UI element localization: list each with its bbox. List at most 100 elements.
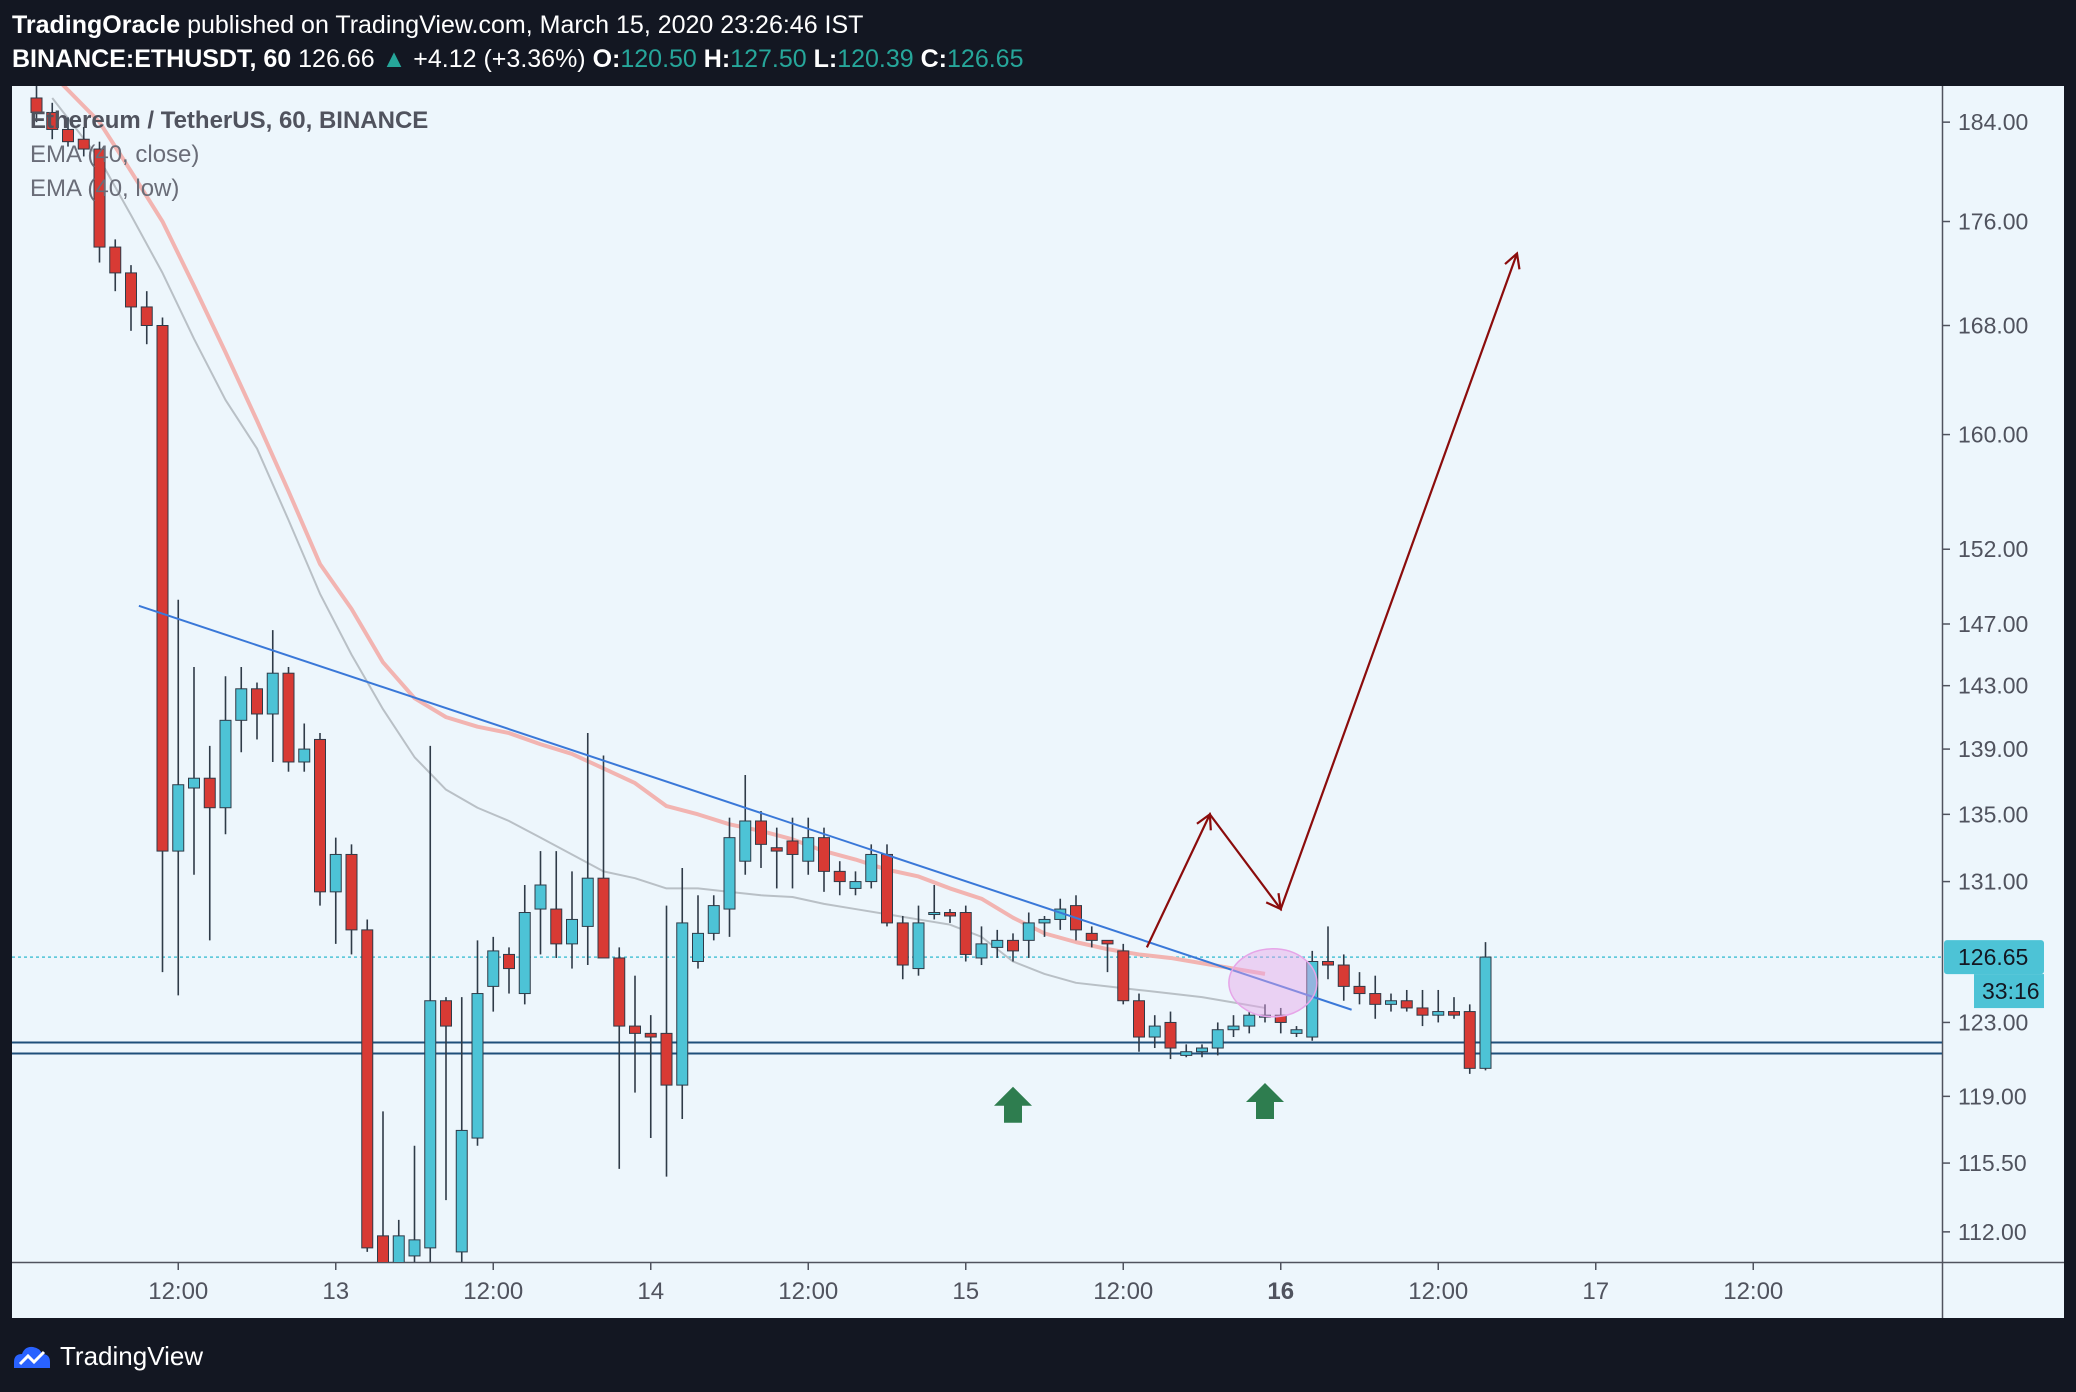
candle[interactable] bbox=[896, 915, 909, 980]
candle[interactable] bbox=[1085, 926, 1098, 948]
candle[interactable] bbox=[629, 975, 641, 1093]
author-name[interactable]: TradingOracle bbox=[12, 11, 181, 39]
candle[interactable] bbox=[581, 733, 594, 966]
ema-close-line[interactable] bbox=[52, 86, 1266, 976]
candle[interactable] bbox=[392, 1219, 405, 1318]
candle[interactable] bbox=[282, 666, 295, 772]
candle[interactable] bbox=[188, 666, 200, 875]
candle[interactable] bbox=[739, 774, 752, 875]
candle[interactable] bbox=[1290, 1026, 1303, 1038]
candle[interactable] bbox=[1243, 1011, 1256, 1034]
symbol-label[interactable]: BINANCE:ETHUSDT, 60 bbox=[12, 45, 292, 73]
candle[interactable] bbox=[566, 871, 578, 969]
price-axis[interactable]: 112.00 115.50 119.00 123.00 131.00 135.00 139.… bbox=[1942, 109, 2044, 1245]
candle[interactable] bbox=[802, 817, 815, 875]
candle[interactable] bbox=[455, 997, 468, 1276]
candle[interactable] bbox=[1448, 997, 1460, 1019]
chart-container[interactable]: 112.00 115.50 119.00 123.00 131.00 135.00 139.… bbox=[12, 86, 2064, 1318]
candle[interactable] bbox=[471, 940, 484, 1146]
buy-signal-up-arrow-icon[interactable] bbox=[1246, 1082, 1284, 1119]
candle[interactable] bbox=[93, 141, 106, 263]
candle[interactable] bbox=[1385, 993, 1397, 1012]
candle[interactable] bbox=[424, 745, 437, 1264]
candle[interactable] bbox=[109, 239, 122, 292]
candle[interactable] bbox=[172, 599, 185, 996]
candle[interactable] bbox=[1369, 975, 1382, 1019]
candle[interactable] bbox=[912, 905, 925, 976]
candle[interactable] bbox=[408, 1145, 421, 1301]
candle[interactable] bbox=[62, 117, 74, 147]
candle[interactable] bbox=[1196, 1044, 1208, 1058]
candle[interactable] bbox=[676, 867, 689, 1119]
candle[interactable] bbox=[125, 265, 137, 331]
candle[interactable] bbox=[1164, 1011, 1177, 1060]
candle[interactable] bbox=[944, 909, 956, 923]
candle[interactable] bbox=[1133, 993, 1145, 1052]
candle[interactable] bbox=[1479, 942, 1492, 1071]
candle[interactable] bbox=[219, 676, 232, 835]
buy-signal-up-arrow-icon[interactable] bbox=[994, 1086, 1032, 1123]
candle[interactable] bbox=[1101, 939, 1114, 973]
candle[interactable] bbox=[534, 851, 547, 955]
candle[interactable] bbox=[1117, 943, 1130, 1005]
last-price-tag[interactable]: 126.65 33:16 bbox=[1944, 940, 2044, 1009]
candle[interactable] bbox=[755, 811, 767, 868]
candle[interactable] bbox=[928, 885, 941, 920]
candle[interactable] bbox=[550, 851, 563, 958]
candle[interactable] bbox=[1007, 933, 1019, 962]
candle[interactable] bbox=[770, 827, 783, 889]
candle[interactable] bbox=[329, 837, 342, 944]
candle[interactable] bbox=[1227, 1015, 1240, 1038]
breakout-highlight-ellipse[interactable] bbox=[1228, 948, 1318, 1018]
candle[interactable] bbox=[786, 817, 799, 889]
candle[interactable] bbox=[1180, 1044, 1193, 1058]
candle[interactable] bbox=[503, 947, 515, 994]
projection-path[interactable] bbox=[1145, 253, 1519, 948]
candle[interactable] bbox=[440, 997, 452, 1201]
candle[interactable] bbox=[1432, 989, 1445, 1023]
candle[interactable] bbox=[487, 936, 500, 1012]
candle[interactable] bbox=[1463, 1004, 1476, 1074]
price-chart[interactable]: 112.00 115.50 119.00 123.00 131.00 135.00 139.… bbox=[12, 86, 2064, 1318]
legend-ema-close[interactable]: EMA (40, close) bbox=[30, 141, 199, 168]
candle[interactable] bbox=[1274, 1007, 1287, 1034]
candle[interactable] bbox=[1416, 989, 1429, 1027]
candle[interactable] bbox=[251, 682, 263, 740]
candle[interactable] bbox=[235, 666, 248, 753]
ema-low-line[interactable] bbox=[51, 97, 1266, 1009]
candle[interactable] bbox=[613, 947, 626, 1169]
candle[interactable] bbox=[30, 86, 43, 123]
candle[interactable] bbox=[1400, 989, 1413, 1012]
candle[interactable] bbox=[833, 861, 846, 896]
time-axis[interactable]: 12:00 13 12:00 14 12:00 15 12:00 16 12:00 17 12:00 bbox=[148, 1262, 1783, 1305]
candle[interactable] bbox=[361, 919, 374, 1252]
candle[interactable] bbox=[692, 895, 704, 969]
candle[interactable] bbox=[660, 905, 673, 1177]
candle[interactable] bbox=[1211, 1022, 1224, 1056]
candle[interactable] bbox=[975, 926, 988, 966]
candle[interactable] bbox=[140, 291, 153, 345]
candle[interactable] bbox=[991, 929, 1004, 958]
candle[interactable] bbox=[46, 102, 59, 140]
candle[interactable] bbox=[156, 317, 169, 973]
candle[interactable] bbox=[77, 127, 90, 157]
candle[interactable] bbox=[1148, 1015, 1161, 1049]
candle[interactable] bbox=[377, 1111, 389, 1318]
candle[interactable] bbox=[298, 723, 311, 772]
candle[interactable] bbox=[723, 817, 736, 937]
candle[interactable] bbox=[959, 905, 972, 962]
candle[interactable] bbox=[266, 630, 279, 762]
footer-brand[interactable]: TradingView bbox=[60, 1340, 204, 1371]
candle[interactable] bbox=[1022, 912, 1035, 958]
candle[interactable] bbox=[203, 745, 216, 941]
candle[interactable] bbox=[644, 1015, 657, 1139]
candle[interactable] bbox=[849, 871, 862, 896]
legend-ema-low[interactable]: EMA (40, low) bbox=[30, 175, 179, 202]
candle[interactable] bbox=[314, 733, 326, 906]
candle[interactable] bbox=[518, 885, 531, 1005]
candle[interactable] bbox=[707, 895, 720, 941]
candle[interactable] bbox=[818, 827, 830, 892]
candle[interactable] bbox=[865, 844, 878, 889]
candle[interactable] bbox=[597, 755, 610, 959]
candle[interactable] bbox=[1337, 954, 1350, 1001]
